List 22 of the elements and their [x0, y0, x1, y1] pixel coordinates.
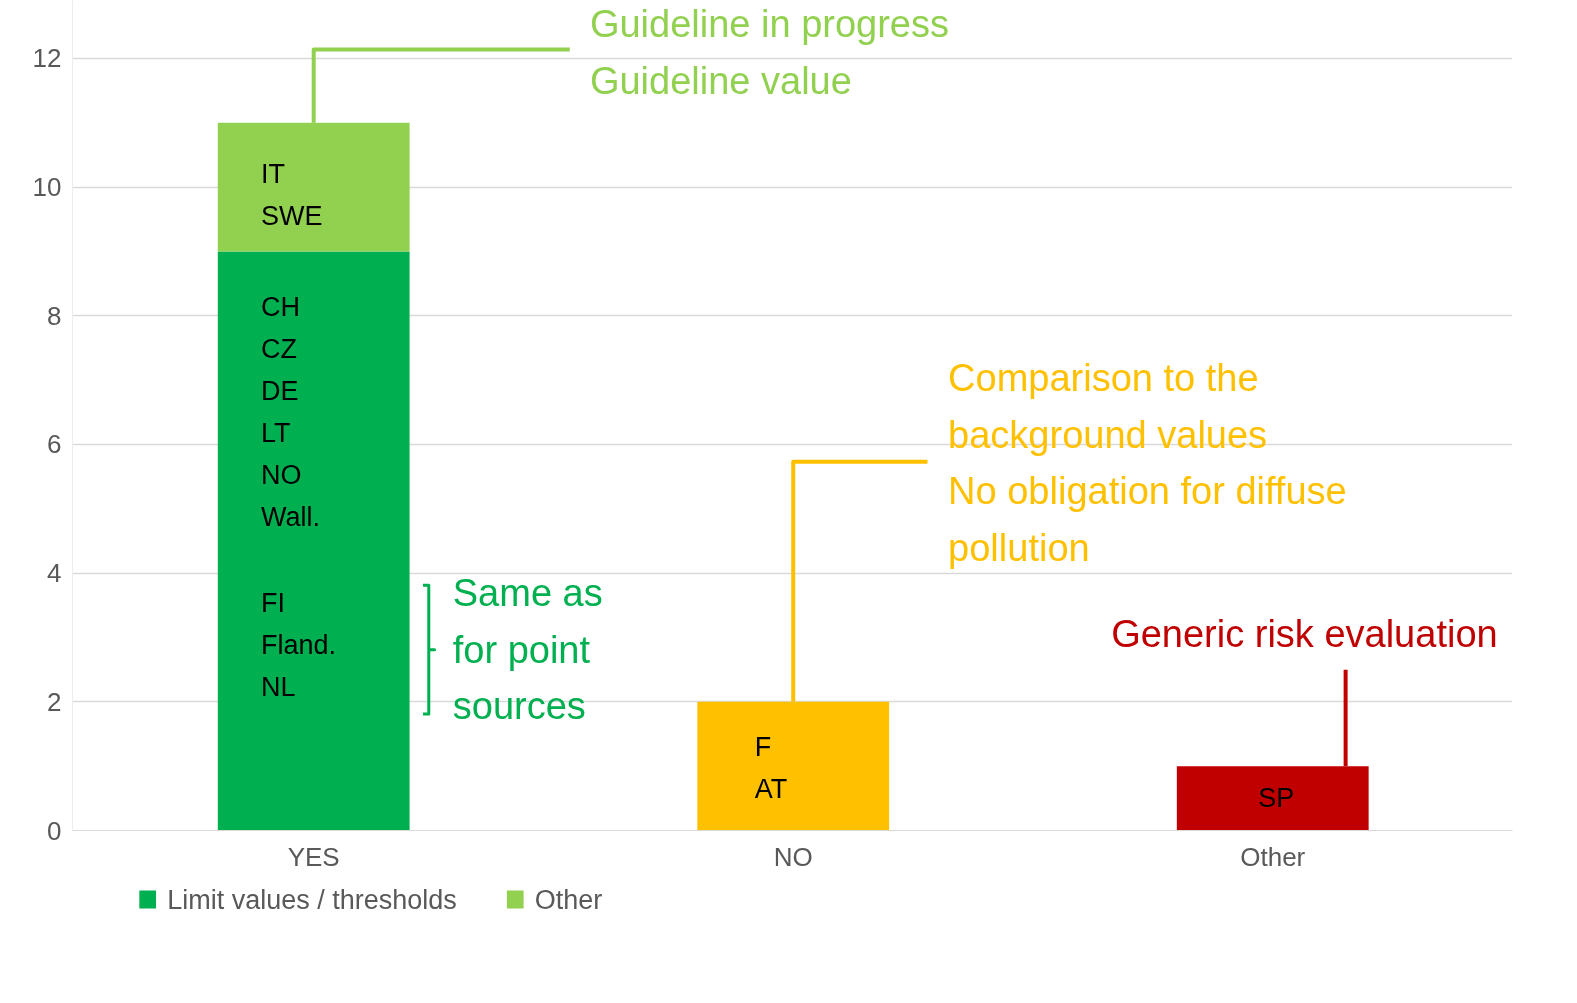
annotation: Same as for point sources: [452, 572, 603, 728]
x-tick-label: Other: [1240, 841, 1306, 872]
y-tick-label: 4: [47, 558, 62, 589]
annotation: Guideline in progress Guideline value: [589, 3, 949, 102]
legend-label: Other: [534, 884, 603, 915]
bar: [217, 251, 410, 831]
y-tick-label: 10: [32, 172, 62, 203]
y-tick-label: 12: [32, 43, 62, 74]
annotation: CH CZ DE LT NO Wall.: [260, 292, 320, 533]
y-tick-label: 6: [47, 429, 62, 460]
annotation: Generic risk evaluation: [1111, 613, 1498, 656]
x-tick-label: NO: [773, 841, 813, 872]
legend-label: Limit values / thresholds: [167, 884, 457, 915]
x-tick-label: YES: [287, 841, 340, 872]
annotation: IT SWE: [260, 158, 323, 231]
annotation: F AT: [754, 732, 788, 805]
y-tick-label: 0: [47, 815, 62, 846]
annotation: Comparison to the background values No obligation for diffuse pollution: [948, 357, 1347, 570]
y-tick-label: 2: [47, 686, 62, 717]
annotation: FI Fland. NL: [260, 588, 336, 703]
annotation: SP: [1258, 782, 1295, 813]
y-tick-label: 8: [47, 300, 62, 331]
